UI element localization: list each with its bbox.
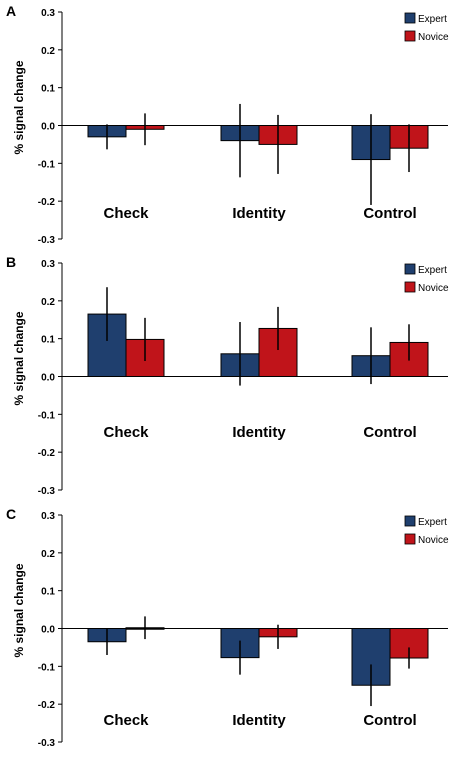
y-tick-label: 0.3 [41,259,55,270]
legend-label: Expert [418,265,447,276]
chart-panel-a: A % signal change 0.3 0.2 0.1 0.0 -0.1 -0.2 -0.3… [6,3,449,246]
legend-label: Novice [418,283,449,294]
y-tick-label: -0.3 [38,235,56,246]
chart-panel-c: C % signal change 0.3 0.2 0.1 0.0 -0.1 -0.2 -0.3… [6,506,449,749]
y-tick-label: -0.2 [38,197,56,208]
y-tick-label: -0.1 [38,159,56,170]
y-axis-label: % signal change [12,311,26,405]
y-tick-label: 0.0 [41,373,55,384]
legend-label: Novice [418,32,449,43]
category-label: Control [363,424,416,441]
panel-label: C [6,506,16,522]
category-label: Identity [232,712,286,729]
y-tick-label: 0.1 [41,335,55,346]
category-label: Identity [232,205,286,222]
category-label: Check [103,712,149,729]
legend-swatch [404,515,416,527]
legend-swatch [404,30,416,42]
legend-label: Novice [418,535,449,546]
y-tick-label: -0.1 [38,662,56,673]
legend-swatch [404,263,416,275]
y-axis-label: % signal change [12,60,26,154]
y-tick-label: 0.2 [41,297,55,308]
legend-swatch [404,533,416,545]
panel-label: B [6,254,16,270]
legend-label: Expert [418,517,447,528]
category-label: Identity [232,424,286,441]
y-tick-label: -0.2 [38,448,56,459]
category-label: Check [103,205,149,222]
y-tick-label: 0.0 [41,625,55,636]
panel-label: A [6,3,16,19]
y-tick-label: 0.1 [41,84,55,95]
legend-swatch [404,12,416,24]
y-tick-label: 0.2 [41,46,55,57]
y-tick-label: 0.0 [41,122,55,133]
y-tick-label: 0.1 [41,587,55,598]
y-tick-label: -0.3 [38,486,56,497]
legend-label: Expert [418,14,447,25]
chart-panel-b: B % signal change 0.3 0.2 0.1 0.0 -0.1 -0.2 -0.3… [6,254,449,497]
legend-swatch [404,281,416,293]
y-tick-label: -0.2 [38,700,56,711]
y-tick-label: 0.3 [41,511,55,522]
category-label: Control [363,205,416,222]
y-tick-label: -0.3 [38,738,56,749]
y-tick-label: -0.1 [38,410,56,421]
y-tick-label: 0.2 [41,549,55,560]
category-label: Check [103,424,149,441]
y-tick-label: 0.3 [41,8,55,19]
category-label: Control [363,712,416,729]
y-axis-label: % signal change [12,563,26,657]
